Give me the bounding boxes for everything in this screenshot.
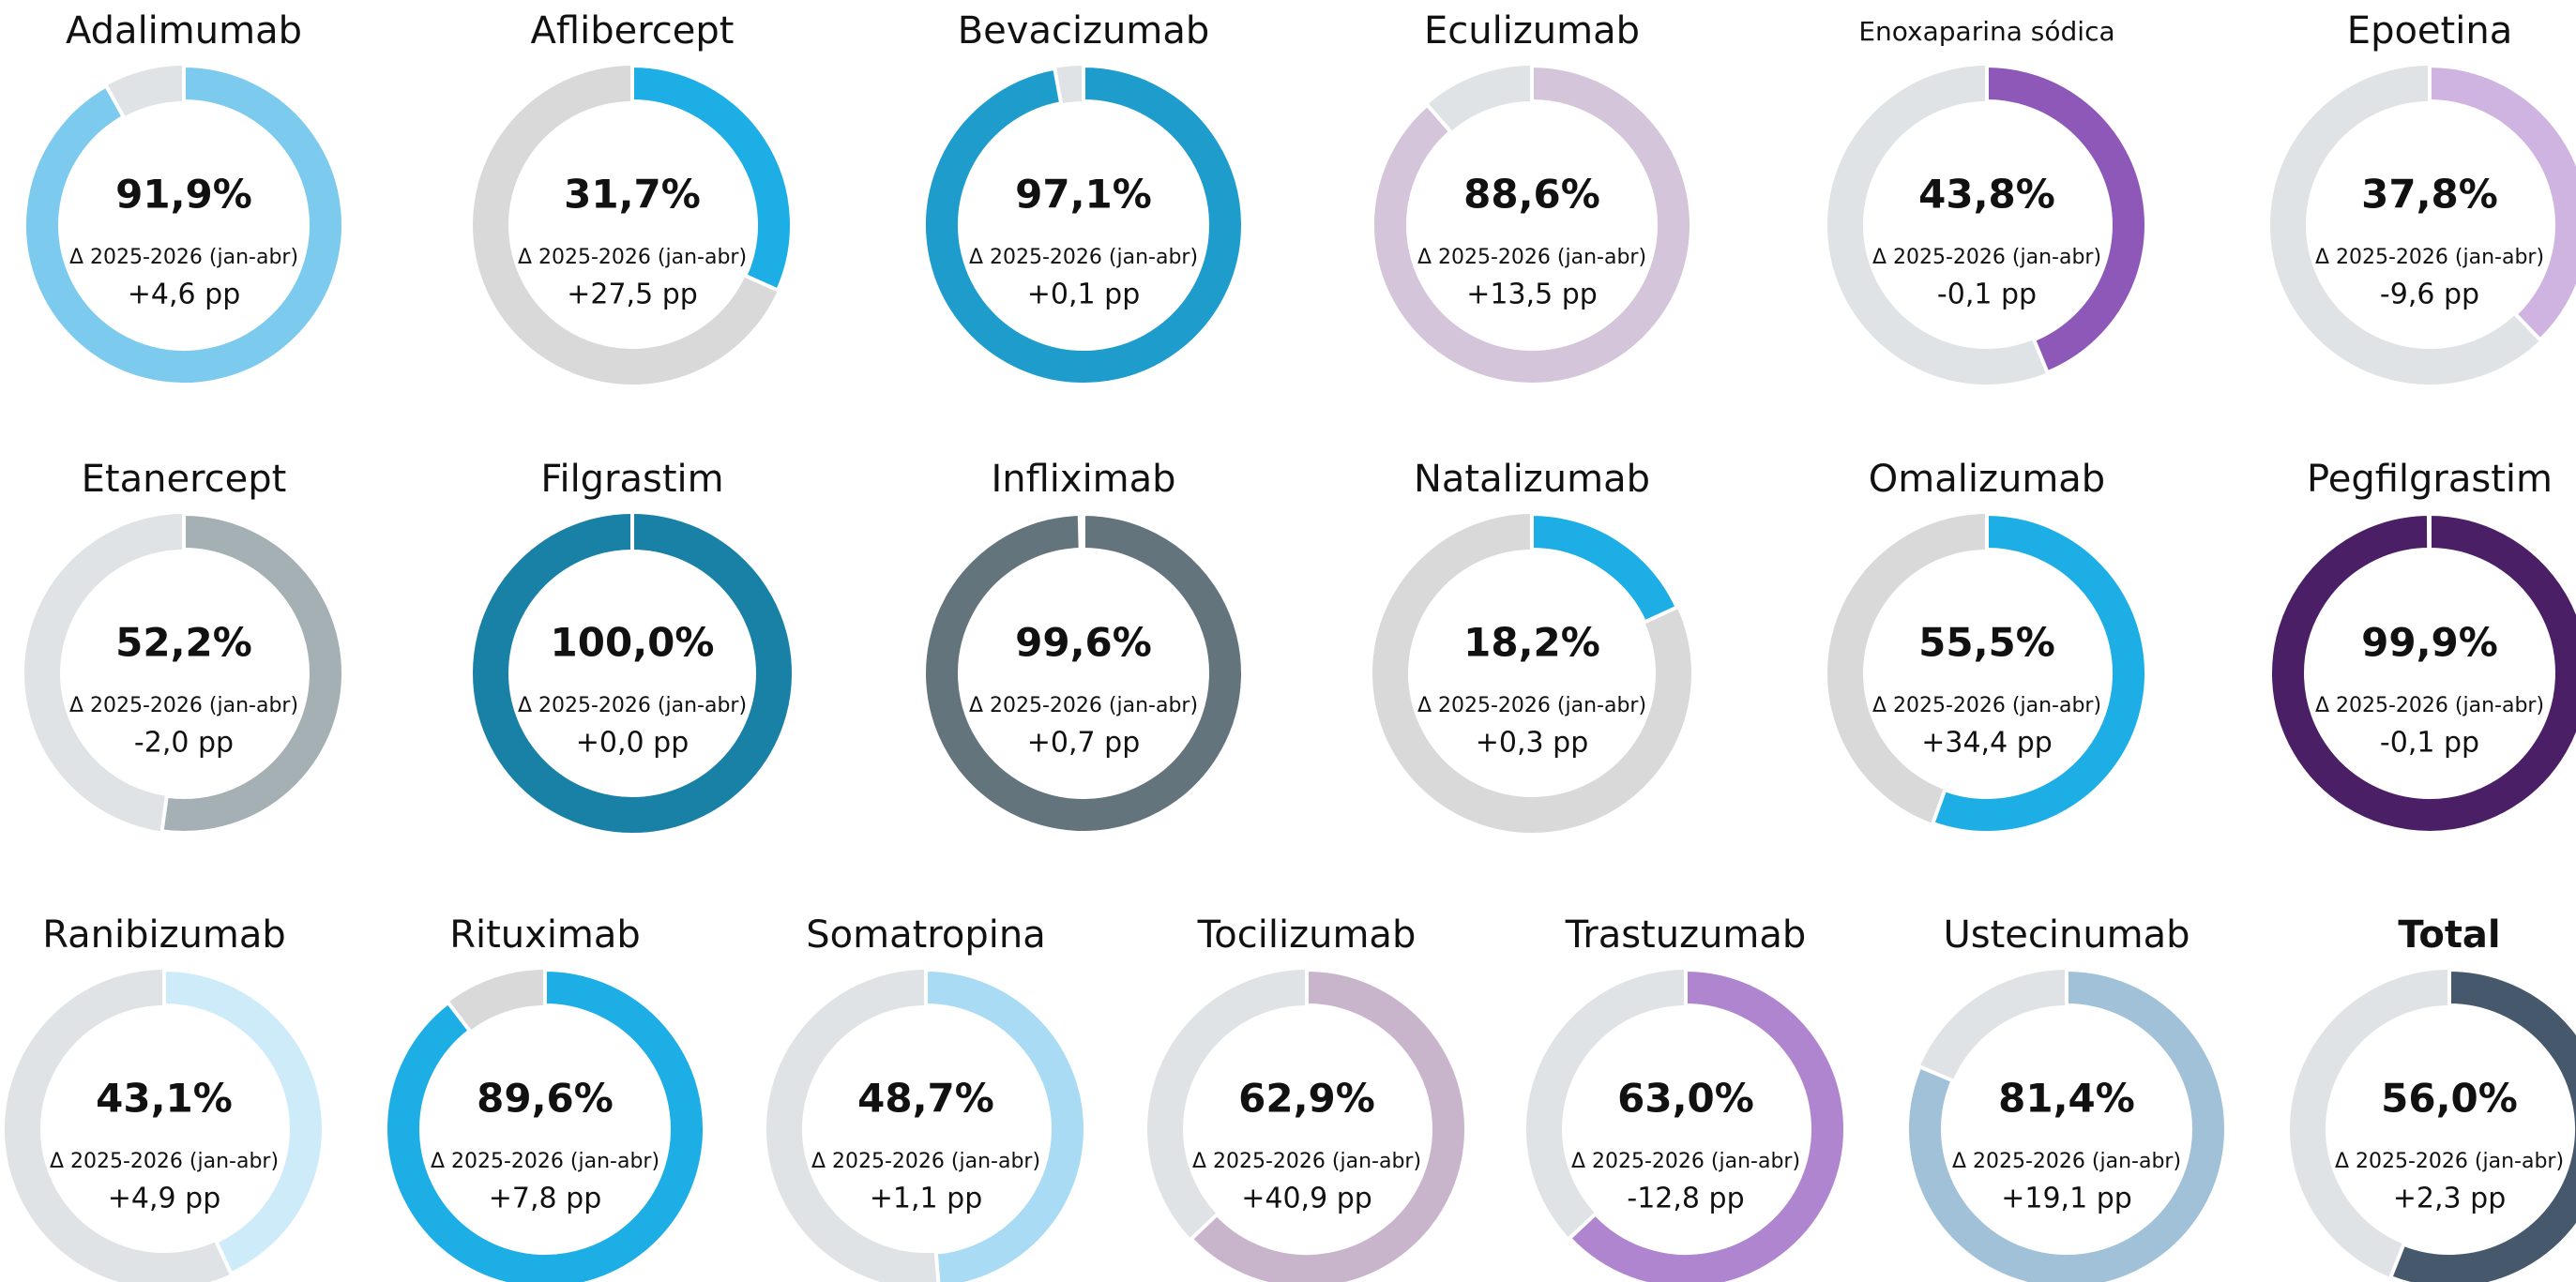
donut-title: Infliximab	[991, 458, 1175, 501]
donut-segment	[473, 514, 792, 833]
delta-label: +2,3 pp	[2393, 1183, 2506, 1215]
delta-label: +13,5 pp	[1466, 279, 1598, 311]
annotation: Δ 2025-2026 (jan-abr)	[1872, 246, 2101, 269]
annotation: Δ 2025-2026 (jan-abr)	[811, 1150, 1040, 1173]
donut-segment	[2267, 511, 2576, 835]
value-label: 63,0%	[1617, 1076, 1754, 1122]
value-label: 97,1%	[1015, 172, 1152, 218]
annotation: Δ 2025-2026 (jan-abr)	[1417, 694, 1646, 717]
donut-segment	[2387, 967, 2576, 1282]
delta-label: -2,0 pp	[134, 727, 234, 760]
delta-label: -12,8 pp	[1627, 1183, 1744, 1215]
delta-label: +1,1 pp	[870, 1183, 982, 1215]
donut-segment	[23, 63, 345, 386]
donut-title: Filgrastim	[540, 458, 723, 501]
donut-title: Rituximab	[449, 913, 641, 957]
donut-title: Aflibercept	[531, 9, 735, 53]
delta-label: +34,4 pp	[1921, 727, 2053, 760]
annotation: Δ 2025-2026 (jan-abr)	[518, 246, 747, 269]
value-label: 100,0%	[551, 620, 715, 666]
delta-label: +0,1 pp	[1027, 279, 1140, 311]
delta-label: +4,9 pp	[108, 1183, 220, 1215]
donut-title: Eculizumab	[1424, 9, 1640, 53]
donut-segment	[384, 967, 706, 1282]
value-label: 99,6%	[1015, 620, 1152, 666]
donut-title: Ranibizumab	[42, 913, 286, 957]
value-label: 56,0%	[2381, 1076, 2518, 1122]
value-label: 91,9%	[115, 172, 252, 218]
donut-title: Bevacizumab	[958, 9, 1210, 53]
annotation: Δ 2025-2026 (jan-abr)	[69, 246, 298, 269]
annotation: Δ 2025-2026 (jan-abr)	[1872, 694, 2101, 717]
value-label: 31,7%	[564, 172, 701, 218]
donut-segment	[1530, 511, 1680, 625]
donut-segment	[2428, 63, 2576, 343]
delta-label: +0,3 pp	[1476, 727, 1588, 760]
value-label: 43,1%	[96, 1076, 233, 1122]
donut-segment	[630, 63, 794, 294]
donut-title: Epoetina	[2347, 9, 2512, 53]
delta-label: -0,1 pp	[1937, 279, 2037, 311]
annotation: Δ 2025-2026 (jan-abr)	[969, 694, 1198, 717]
delta-label: +0,0 pp	[576, 727, 689, 760]
value-label: 62,9%	[1238, 1076, 1375, 1122]
value-label: 18,2%	[1463, 620, 1600, 666]
annotation: Δ 2025-2026 (jan-abr)	[1571, 1150, 1800, 1173]
delta-label: +7,8 pp	[489, 1183, 601, 1215]
donut-title: Etanercept	[82, 458, 287, 501]
donut-segment	[1985, 63, 2148, 375]
value-label: 88,6%	[1463, 172, 1600, 218]
value-label: 48,7%	[857, 1076, 994, 1122]
donut-title: Trastuzumab	[1565, 913, 1807, 957]
donut-segment	[922, 511, 1245, 835]
annotation: Δ 2025-2026 (jan-abr)	[969, 246, 1198, 269]
donut-title: Adalimumab	[66, 9, 302, 53]
annotation: Δ 2025-2026 (jan-abr)	[1192, 1150, 1421, 1173]
donut-title: Total	[2398, 913, 2500, 957]
annotation: Δ 2025-2026 (jan-abr)	[2315, 246, 2544, 269]
annotation: Δ 2025-2026 (jan-abr)	[518, 694, 747, 717]
annotation: Δ 2025-2026 (jan-abr)	[2335, 1150, 2564, 1173]
donut-title: Tocilizumab	[1197, 913, 1417, 957]
delta-label: -0,1 pp	[2380, 727, 2479, 760]
value-label: 37,8%	[2361, 172, 2498, 218]
delta-label: -9,6 pp	[2380, 279, 2479, 311]
donut-segment	[924, 967, 1087, 1282]
donut-title: Omalizumab	[1869, 458, 2105, 501]
donut-segment	[1930, 511, 2148, 835]
value-label: 43,8%	[1918, 172, 2055, 218]
value-label: 52,2%	[115, 620, 252, 666]
delta-label: +4,6 pp	[128, 279, 240, 311]
donut-title: Enoxaparina sódica	[1858, 16, 2114, 47]
annotation: Δ 2025-2026 (jan-abr)	[50, 1150, 279, 1173]
annotation: Δ 2025-2026 (jan-abr)	[431, 1150, 659, 1173]
donut-title: Natalizumab	[1414, 458, 1650, 501]
donut-segment	[162, 967, 326, 1276]
delta-label: +27,5 pp	[567, 279, 698, 311]
annotation: Δ 2025-2026 (jan-abr)	[69, 694, 298, 717]
value-label: 81,4%	[1998, 1076, 2135, 1122]
donut-segment	[159, 511, 345, 835]
donut-title: Somatropina	[806, 913, 1045, 957]
value-label: 99,9%	[2361, 620, 2498, 666]
value-label: 55,5%	[1918, 620, 2055, 666]
value-label: 89,6%	[477, 1076, 614, 1122]
delta-label: +0,7 pp	[1027, 727, 1140, 760]
delta-label: +19,1 pp	[2001, 1183, 2132, 1215]
donut-segment	[1905, 967, 2228, 1282]
donut-segment	[922, 63, 1245, 386]
donut-segment	[1567, 967, 1847, 1282]
donut-segment	[1371, 63, 1693, 386]
annotation: Δ 2025-2026 (jan-abr)	[1952, 1150, 2181, 1173]
donut-segment	[1188, 967, 1468, 1282]
donut-title: Ustecinumab	[1943, 913, 2190, 957]
annotation: Δ 2025-2026 (jan-abr)	[1417, 246, 1646, 269]
delta-label: +40,9 pp	[1241, 1183, 1372, 1215]
annotation: Δ 2025-2026 (jan-abr)	[2315, 694, 2544, 717]
donut-title: Pegfilgrastim	[2307, 458, 2553, 501]
